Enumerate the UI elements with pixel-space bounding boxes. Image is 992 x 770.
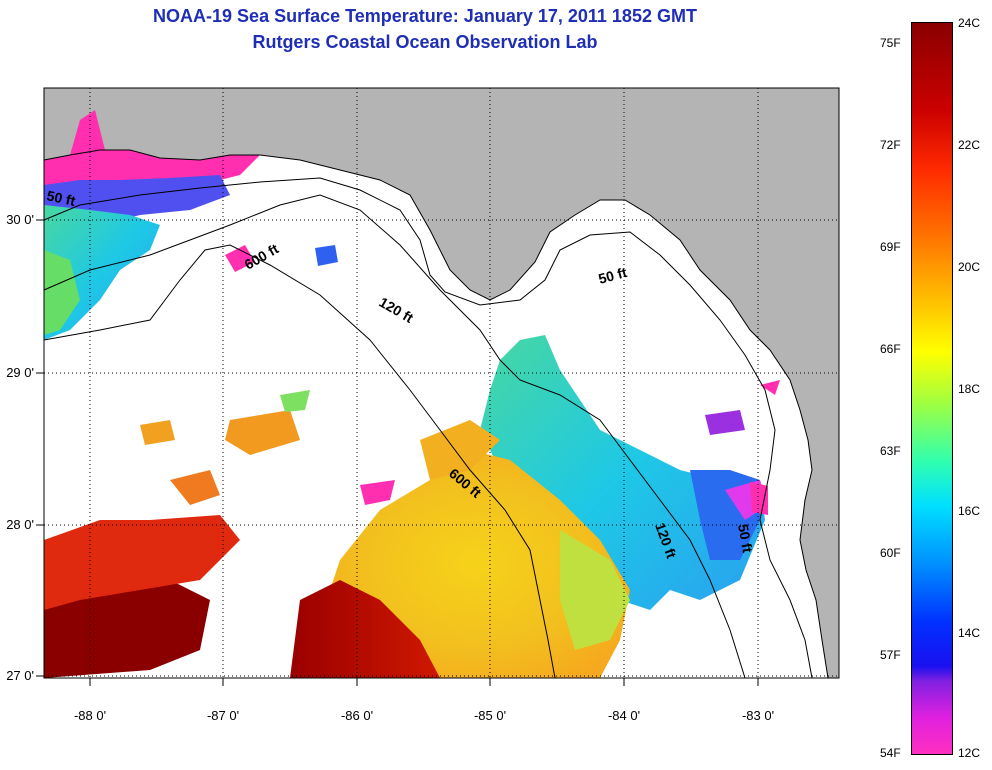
lat-tick-label: 29 0' — [6, 365, 34, 380]
contour-label: 50 ft — [45, 187, 77, 209]
contour-600ft — [43, 244, 556, 679]
lon-tick-label: -88 0' — [74, 708, 106, 723]
graticule — [44, 88, 839, 678]
f-label: 69F — [880, 240, 901, 254]
f-label: 60F — [880, 546, 901, 560]
contour-label: 50 ft — [597, 264, 629, 287]
c-label: 20C — [958, 260, 981, 274]
lon-tick-label: -84 0' — [608, 708, 640, 723]
sst-field — [44, 110, 780, 678]
lat-labels: 30 0' 29 0' 28 0' 27 0' — [6, 212, 34, 683]
f-label: 57F — [880, 648, 901, 662]
c-label: 12C — [958, 746, 981, 760]
lon-tick-label: -85 0' — [474, 708, 506, 723]
c-label: 22C — [958, 138, 981, 152]
contour-120ft — [43, 194, 746, 679]
land — [44, 88, 839, 678]
c-label: 18C — [958, 382, 981, 396]
map-subtitle: Rutgers Coastal Ocean Observation Lab — [252, 32, 598, 52]
c-label: 16C — [958, 504, 981, 518]
lon-labels: -88 0' -87 0' -86 0' -85 0' -84 0' -83 0… — [74, 708, 774, 723]
lat-tick-label: 28 0' — [6, 517, 34, 532]
f-label: 54F — [880, 746, 901, 760]
f-label: 75F — [880, 36, 901, 50]
c-label: 24C — [958, 16, 981, 30]
lat-tick-label: 30 0' — [6, 212, 34, 227]
lon-tick-label: -87 0' — [207, 708, 239, 723]
map-border — [43, 87, 840, 679]
f-label: 72F — [880, 138, 901, 152]
contour-50ft — [43, 177, 813, 679]
coastline — [43, 149, 829, 679]
lon-tick-label: -83 0' — [742, 708, 774, 723]
c-label: 14C — [958, 626, 981, 640]
depth-contours — [43, 177, 813, 679]
temperature-colorbar — [911, 22, 953, 755]
lon-tick-label: -86 0' — [341, 708, 373, 723]
contour-label: 50 ft — [735, 523, 756, 554]
lat-tick-label: 27 0' — [6, 668, 34, 683]
f-label: 66F — [880, 342, 901, 356]
map-title: NOAA-19 Sea Surface Temperature: January… — [153, 6, 697, 26]
tick-marks — [36, 219, 759, 686]
f-label: 63F — [880, 444, 901, 458]
